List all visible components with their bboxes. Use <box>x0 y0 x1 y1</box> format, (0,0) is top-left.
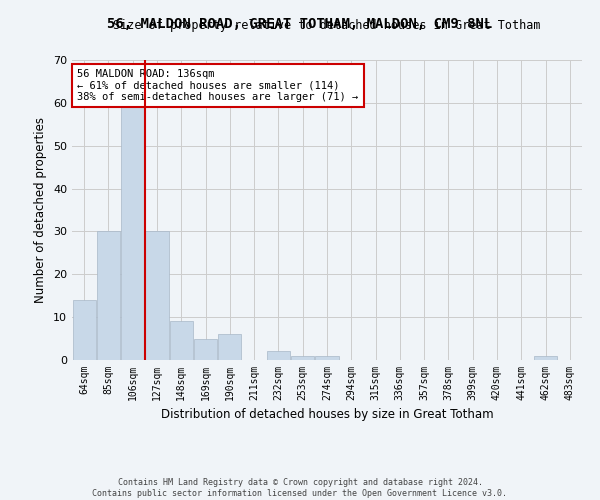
X-axis label: Distribution of detached houses by size in Great Totham: Distribution of detached houses by size … <box>161 408 493 422</box>
Bar <box>73 300 95 360</box>
Bar <box>145 232 169 360</box>
Title: Size of property relative to detached houses in Great Totham: Size of property relative to detached ho… <box>113 20 541 32</box>
Bar <box>97 232 120 360</box>
Bar <box>316 356 338 360</box>
Bar <box>121 107 144 360</box>
Bar <box>267 352 290 360</box>
Bar <box>170 322 193 360</box>
Bar <box>291 356 314 360</box>
Text: 56 MALDON ROAD: 136sqm
← 61% of detached houses are smaller (114)
38% of semi-de: 56 MALDON ROAD: 136sqm ← 61% of detached… <box>77 69 358 102</box>
Bar <box>534 356 557 360</box>
Text: 56, MALDON ROAD, GREAT TOTHAM, MALDON, CM9 8NL: 56, MALDON ROAD, GREAT TOTHAM, MALDON, C… <box>107 18 493 32</box>
Text: Contains HM Land Registry data © Crown copyright and database right 2024.
Contai: Contains HM Land Registry data © Crown c… <box>92 478 508 498</box>
Y-axis label: Number of detached properties: Number of detached properties <box>34 117 47 303</box>
Bar <box>194 338 217 360</box>
Bar <box>218 334 241 360</box>
